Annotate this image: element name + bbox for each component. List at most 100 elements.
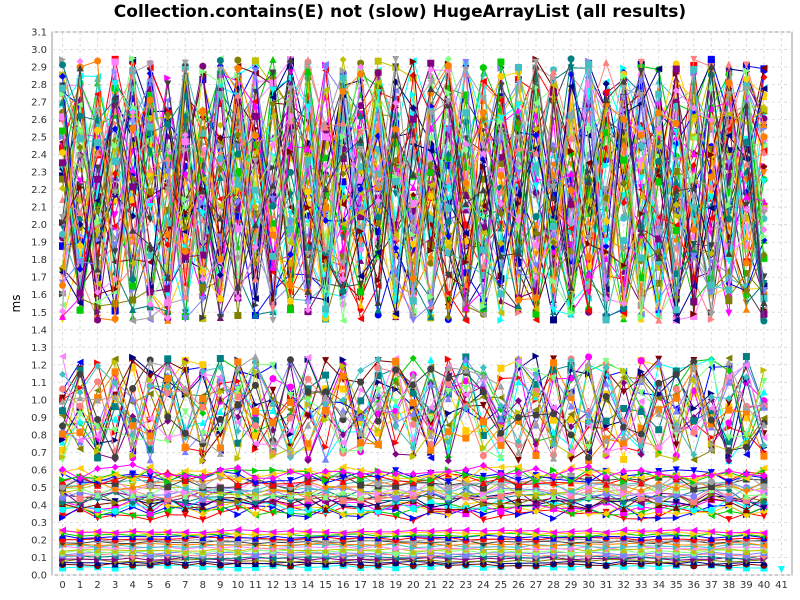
data-point (655, 254, 663, 262)
x-tick-label: 11 (249, 580, 262, 591)
x-tick-label: 37 (705, 580, 718, 591)
data-point (374, 386, 382, 394)
data-point (550, 504, 558, 512)
x-tick-label: 20 (407, 580, 420, 591)
data-point (427, 419, 435, 427)
data-point (216, 314, 224, 322)
data-point (409, 171, 417, 179)
data-point (497, 463, 505, 471)
data-point (216, 90, 224, 98)
data-point (339, 497, 347, 505)
data-point (444, 126, 452, 134)
data-point (620, 428, 628, 436)
data-point (76, 213, 84, 221)
data-point (269, 202, 277, 210)
data-point (567, 186, 575, 194)
data-point (392, 423, 400, 431)
data-point (707, 151, 715, 159)
data-point (567, 134, 575, 142)
data-point (129, 183, 137, 191)
data-point (129, 484, 137, 492)
data-point (532, 277, 540, 285)
data-point (742, 403, 750, 411)
y-tick-label: 0.6 (31, 465, 47, 476)
data-point (199, 314, 207, 322)
data-point (286, 106, 294, 114)
data-point (690, 112, 698, 120)
data-point (532, 58, 540, 66)
data-point (760, 310, 768, 318)
data-point (357, 490, 365, 498)
data-point (602, 316, 610, 324)
data-point (392, 489, 400, 497)
data-point (392, 55, 400, 63)
data-point (374, 417, 382, 425)
data-point (602, 363, 610, 371)
x-tick-label: 31 (600, 580, 613, 591)
x-tick-label: 17 (354, 580, 367, 591)
data-point (409, 444, 417, 452)
data-point (760, 299, 768, 307)
data-point (234, 464, 242, 472)
data-point (269, 375, 277, 383)
data-point (322, 493, 330, 501)
data-point (339, 362, 347, 370)
data-point (707, 482, 715, 490)
data-point (251, 221, 259, 229)
data-point (146, 516, 154, 524)
data-point (725, 550, 733, 558)
data-point (655, 279, 663, 287)
data-point (216, 559, 224, 567)
data-point (550, 88, 558, 96)
data-point (585, 504, 593, 512)
data-point (637, 408, 645, 416)
data-point (374, 372, 382, 380)
data-point (164, 111, 172, 119)
data-point (532, 113, 540, 121)
data-point (251, 422, 259, 430)
data-point (567, 283, 575, 291)
data-point (76, 406, 84, 414)
data-point (602, 451, 610, 459)
data-point (760, 491, 768, 499)
data-point (550, 472, 558, 480)
data-point (59, 184, 67, 192)
data-point (427, 66, 435, 74)
data-point (760, 434, 768, 442)
data-point (129, 461, 137, 469)
data-point (672, 213, 680, 221)
data-point (672, 514, 680, 522)
data-point (760, 377, 768, 385)
x-tick-label: 15 (319, 580, 332, 591)
data-point (76, 358, 84, 366)
data-point (286, 99, 294, 107)
data-point (672, 270, 680, 278)
data-point (514, 511, 522, 519)
data-point (199, 563, 207, 571)
data-point (742, 305, 750, 313)
y-tick-label: 1.6 (31, 290, 47, 301)
data-point (602, 199, 610, 207)
data-point (444, 161, 452, 169)
data-point (392, 233, 400, 241)
y-tick-label: 3.0 (31, 45, 47, 56)
data-point (532, 235, 540, 243)
data-point (760, 442, 768, 450)
data-point (742, 361, 750, 369)
data-point (427, 293, 435, 301)
data-point (637, 511, 645, 519)
data-point (479, 311, 487, 319)
data-point (725, 434, 733, 442)
data-point (59, 352, 67, 360)
data-point (322, 154, 330, 162)
data-point (216, 142, 224, 150)
data-point (199, 367, 207, 375)
data-point (111, 241, 119, 249)
data-point (59, 90, 67, 98)
data-point (339, 119, 347, 127)
x-tick-label: 33 (635, 580, 648, 591)
data-point (532, 419, 540, 427)
data-point (269, 361, 277, 369)
data-point (76, 475, 84, 483)
data-point (111, 93, 119, 101)
